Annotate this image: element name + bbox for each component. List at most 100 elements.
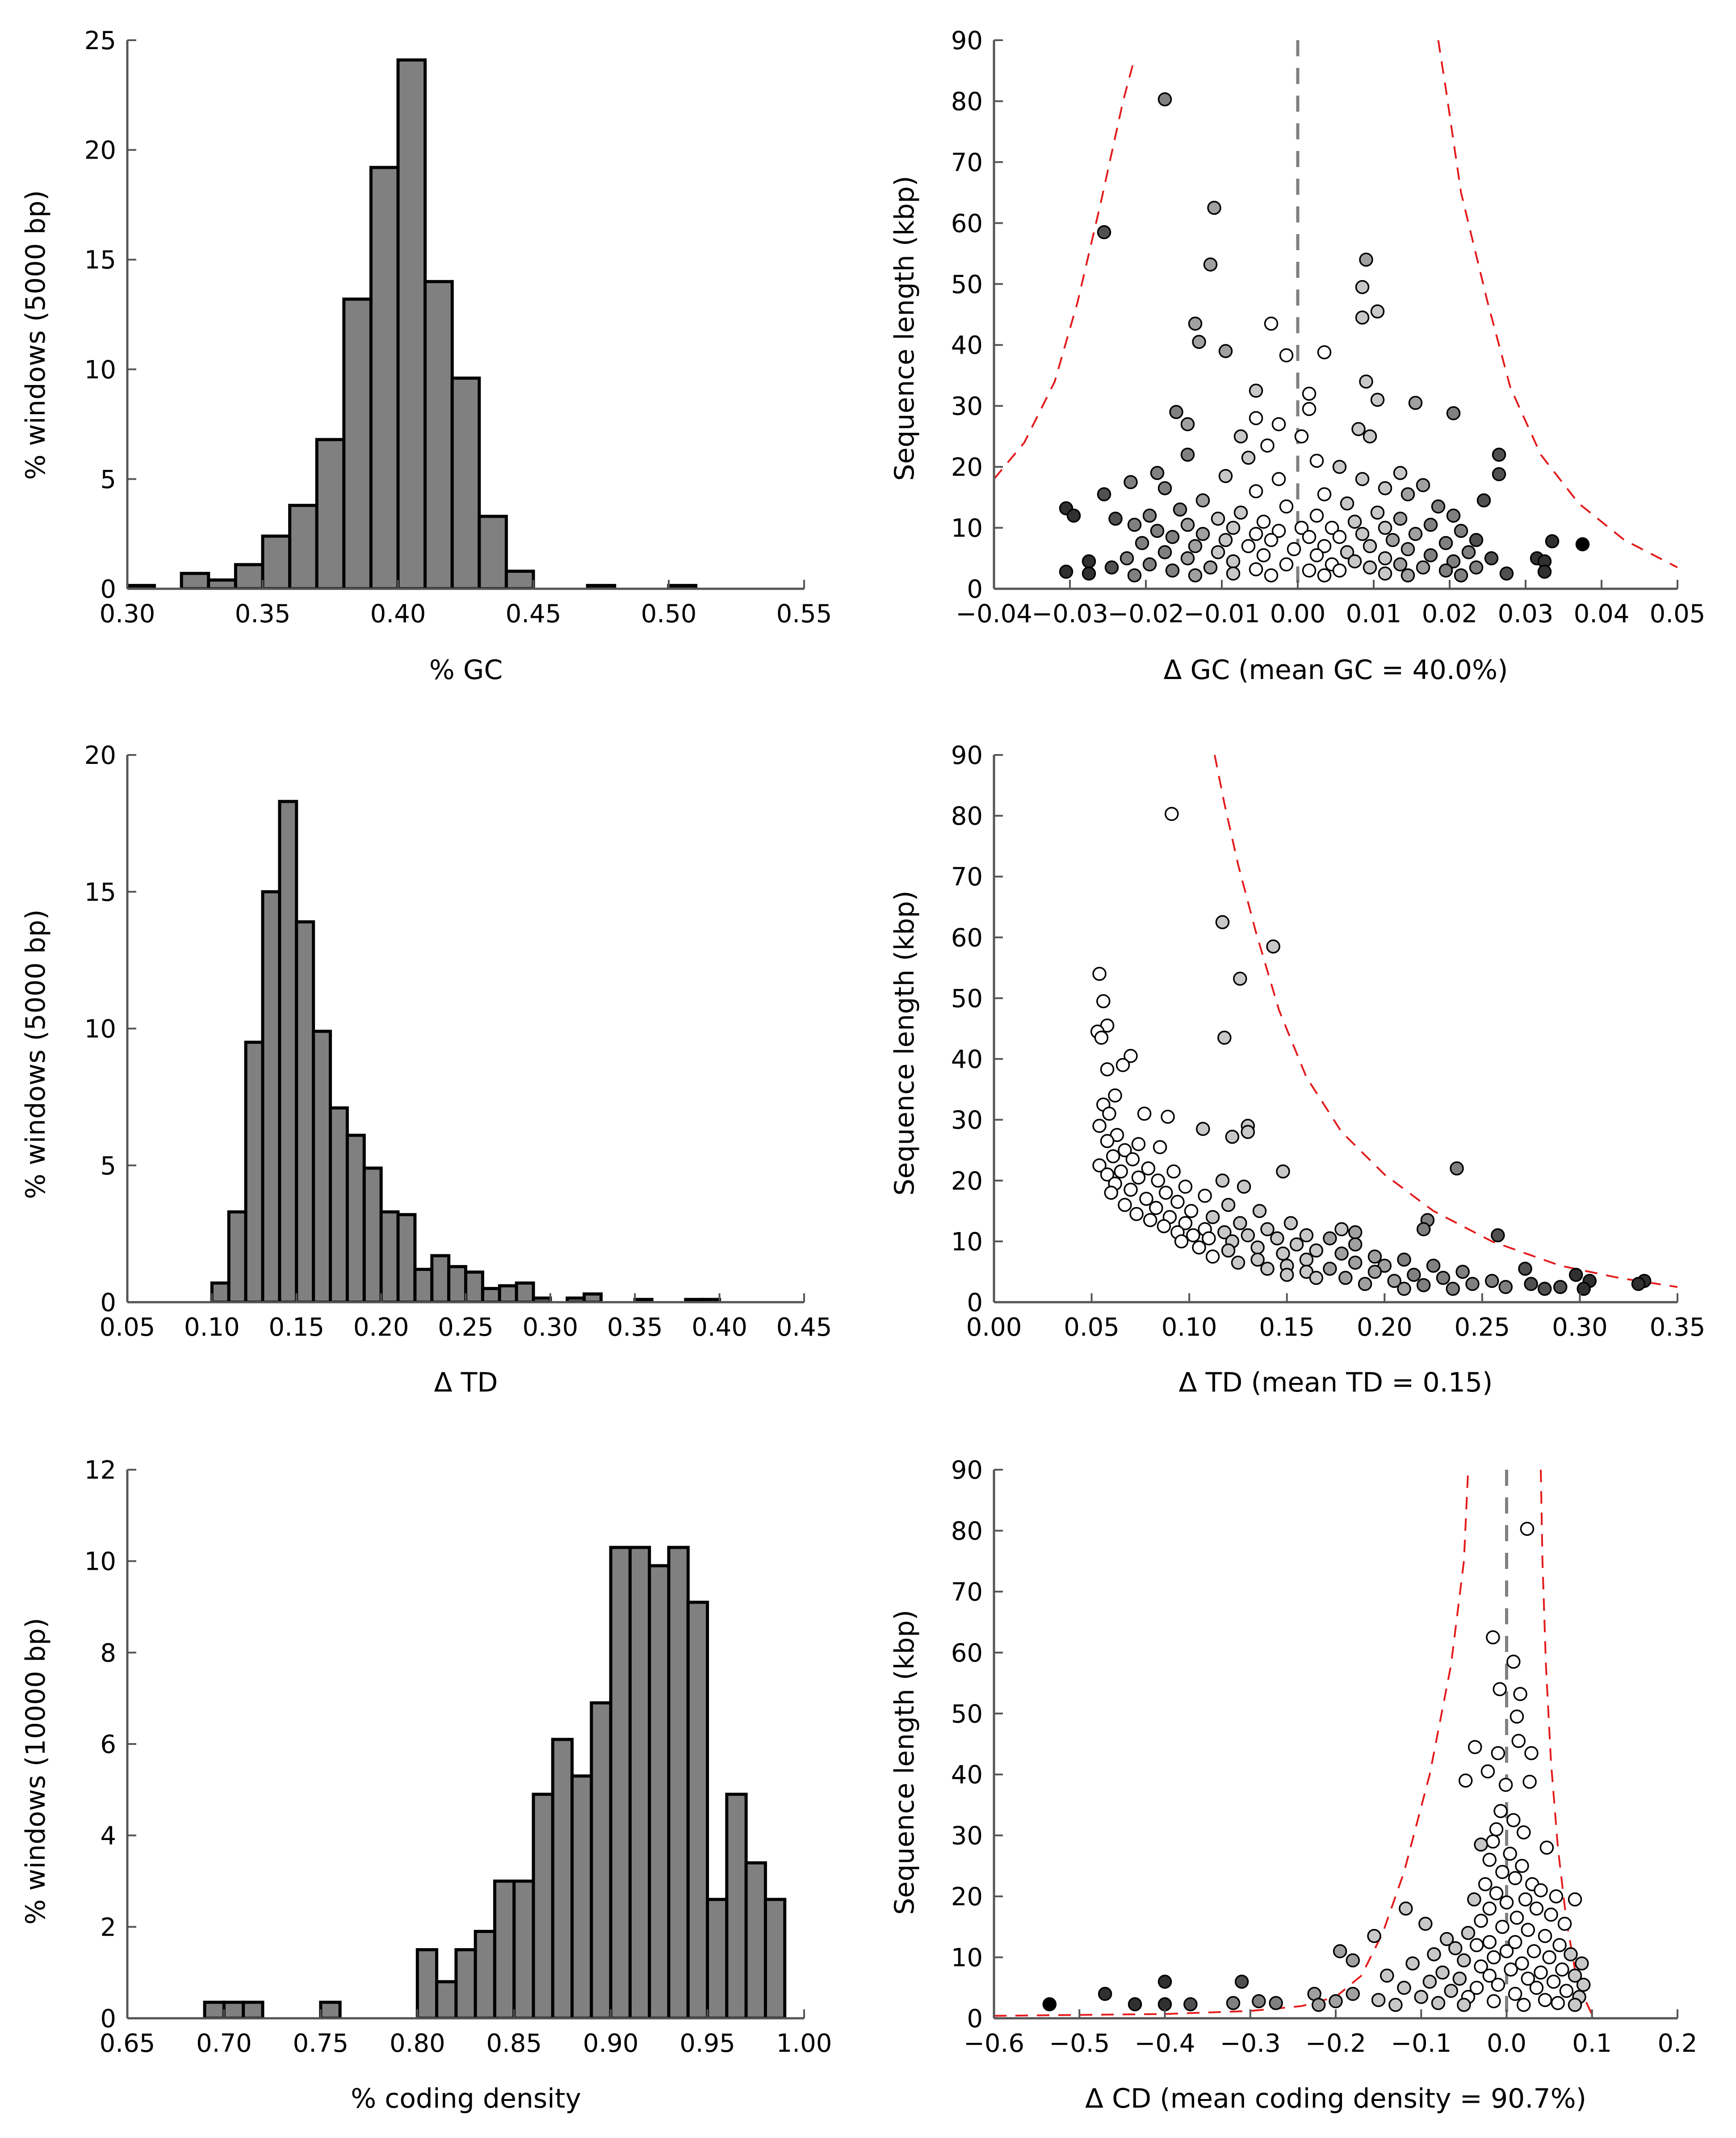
gc-scatter-point xyxy=(1423,517,1438,532)
gc-histogram-bar xyxy=(396,58,427,589)
cd-histogram-bar xyxy=(454,1948,477,2018)
gc-histogram-x-tick-label: 0.50 xyxy=(641,599,697,629)
td-histogram-bar xyxy=(464,1270,484,1302)
gc-scatter-point xyxy=(1226,520,1241,535)
cd-scatter-point xyxy=(1576,1978,1591,1992)
cd-histogram-ylabel: % windows (10000 bp) xyxy=(20,1618,51,1925)
cd-scatter-point xyxy=(1487,1994,1501,2008)
gc-scatter-threshold-curve xyxy=(994,58,1136,480)
gc-scatter-point xyxy=(1127,568,1142,583)
td-scatter-point xyxy=(1250,1240,1265,1255)
td-histogram-x-tick-label: 0.25 xyxy=(438,1313,494,1342)
gc-scatter-point xyxy=(1454,568,1468,583)
gc-scatter-point xyxy=(1108,511,1123,526)
gc-scatter-point xyxy=(1575,537,1590,552)
cd-scatter-point xyxy=(1513,1687,1527,1701)
cd-scatter-point xyxy=(1469,1981,1484,1995)
gc-scatter-point xyxy=(1469,533,1484,547)
gc-scatter-point xyxy=(1393,557,1408,572)
gc-histogram-ylabel: % windows (5000 bp) xyxy=(20,190,51,480)
gc-histogram-y-tick-label: 15 xyxy=(84,246,116,275)
td-histogram-x-tick-label: 0.20 xyxy=(353,1313,409,1342)
td-scatter-point xyxy=(1260,1222,1275,1237)
td-scatter-point xyxy=(1323,1262,1337,1276)
cd-histogram-bar xyxy=(222,2000,245,2018)
cd-scatter-point xyxy=(1539,1840,1554,1855)
gc-scatter-point xyxy=(1355,310,1370,325)
cd-scatter-x-tick-label: 0.1 xyxy=(1572,2029,1612,2058)
td-histogram-bar xyxy=(278,800,298,1302)
cd-scatter-point xyxy=(1511,1734,1526,1748)
cd-scatter-point xyxy=(1448,1941,1463,1955)
td-scatter-point xyxy=(1309,1243,1324,1258)
td-scatter-data-layer xyxy=(1090,755,1677,1296)
cd-scatter-x-tick-label: −0.1 xyxy=(1391,2029,1451,2058)
gc-scatter-point xyxy=(1157,545,1172,559)
cd-scatter-point xyxy=(1495,1865,1510,1879)
gc-histogram-bar xyxy=(180,572,210,589)
cd-histogram-bar xyxy=(512,1879,535,2018)
gc-scatter-point xyxy=(1492,467,1506,482)
td-histogram-bar xyxy=(227,1210,247,1302)
gc-histogram-bar xyxy=(288,503,319,589)
td-histogram-y-tick-label: 10 xyxy=(84,1015,116,1044)
cd-histogram-y-tick-label: 0 xyxy=(100,2004,116,2033)
cd-scatter-point xyxy=(1042,1997,1057,2012)
gc-scatter-y-tick-label: 70 xyxy=(951,148,983,177)
td-scatter-point xyxy=(1129,1207,1144,1221)
cd-scatter-point xyxy=(1399,1901,1413,1916)
gc-scatter-point xyxy=(1157,481,1172,495)
td-scatter-x-tick-label: 0.15 xyxy=(1259,1313,1315,1342)
gc-scatter-point xyxy=(1188,539,1203,553)
gc-scatter-point xyxy=(1180,551,1195,566)
cd-scatter-x-tick-label: −0.2 xyxy=(1305,2029,1366,2058)
cd-scatter-point xyxy=(1526,1944,1541,1958)
gc-scatter-point xyxy=(1438,563,1453,578)
gc-scatter-point xyxy=(1279,557,1294,572)
gc-scatter-point xyxy=(1363,560,1377,574)
cd-histogram-y-tick-label: 10 xyxy=(84,1547,116,1576)
gc-scatter-point xyxy=(1264,316,1279,331)
gc-scatter-point xyxy=(1287,542,1301,557)
gc-scatter-point xyxy=(1249,411,1263,425)
td-histogram-bar xyxy=(261,890,281,1302)
gc-scatter-point xyxy=(1150,524,1165,538)
gc-scatter-point xyxy=(1355,472,1370,486)
cd-scatter-point xyxy=(1521,1971,1535,1986)
td-scatter-panel: Δ TD (mean TD = 0.15) Sequence length (k… xyxy=(889,741,1705,1398)
cd-scatter-point xyxy=(1489,1822,1504,1836)
td-scatter-point xyxy=(1118,1143,1132,1157)
gc-scatter-point xyxy=(1256,515,1271,529)
gc-scatter-point xyxy=(1401,542,1415,557)
td-scatter-y-tick-label: 20 xyxy=(951,1167,983,1196)
gc-scatter-point xyxy=(1446,508,1461,523)
gc-scatter-point xyxy=(1207,201,1221,215)
gc-scatter-point xyxy=(1188,316,1203,331)
gc-scatter-point xyxy=(1082,554,1096,569)
td-scatter-point xyxy=(1198,1189,1212,1203)
td-scatter-point xyxy=(1186,1228,1200,1243)
td-histogram-bar xyxy=(210,1281,231,1302)
td-scatter-point xyxy=(1100,1134,1115,1149)
gc-scatter-point xyxy=(1218,533,1233,547)
cd-scatter-point xyxy=(1346,1987,1360,2001)
cd-histogram-bar xyxy=(686,1601,709,2018)
cd-histogram-y-tick-label: 8 xyxy=(100,1639,116,1668)
td-scatter-point xyxy=(1323,1231,1337,1245)
td-scatter-point xyxy=(1416,1278,1431,1292)
td-scatter-x-tick-label: 0.20 xyxy=(1357,1313,1413,1342)
cd-scatter-point xyxy=(1482,1935,1497,1949)
gc-scatter-point xyxy=(1097,225,1111,239)
td-scatter-point xyxy=(1465,1277,1480,1291)
td-scatter-point xyxy=(1108,1088,1122,1103)
td-scatter-y-tick-label: 90 xyxy=(951,741,983,770)
td-scatter-point xyxy=(1537,1282,1552,1296)
td-scatter-point xyxy=(1158,1186,1173,1200)
td-scatter-point xyxy=(1100,1167,1115,1182)
gc-scatter-point xyxy=(1249,383,1263,398)
td-scatter-y-tick-label: 70 xyxy=(951,863,983,892)
td-scatter-y-tick-label: 60 xyxy=(951,923,983,952)
td-scatter-point xyxy=(1498,1280,1513,1294)
td-scatter-point xyxy=(1266,939,1280,954)
td-histogram-ylabel: % windows (5000 bp) xyxy=(20,910,51,1199)
